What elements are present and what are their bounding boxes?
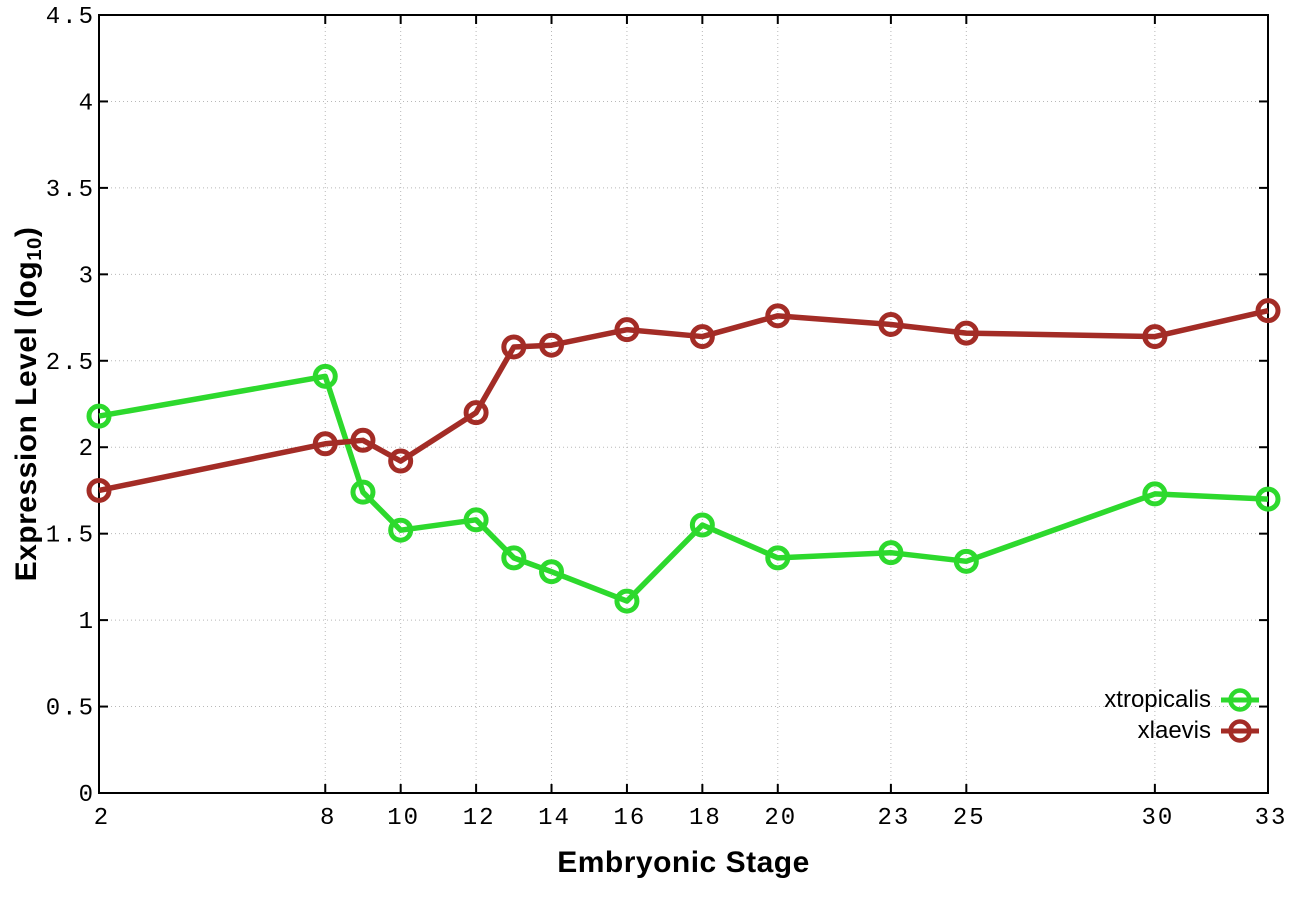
data-point-marker [878,540,904,566]
plot-border [98,14,1269,794]
data-point-marker [539,332,565,358]
x-tick-label: 10 [387,805,420,832]
data-point-marker [765,303,791,329]
data-point-marker [86,403,112,429]
y-axis-title-suffix: ) [10,226,43,238]
x-tick-label: 16 [614,805,647,832]
data-point-marker [953,320,979,346]
data-point-marker [1255,486,1281,512]
y-tick-label: 0 [79,782,95,809]
data-point-marker [539,559,565,585]
data-point-marker [312,363,338,389]
y-axis-title: Expression Level (log10) [10,226,47,582]
series-xtropicalis [86,363,1281,614]
y-tick-label: 4 [79,90,95,117]
data-point-marker [614,588,640,614]
x-tick-label: 8 [320,805,336,832]
y-tick-label: 2.5 [46,350,95,377]
data-point-marker [86,477,112,503]
data-point-marker [1255,298,1281,324]
series-marker-icon [1221,718,1259,743]
x-tick-label: 20 [764,805,797,832]
y-tick-label: 4.5 [46,4,95,31]
data-point-marker [765,545,791,571]
data-point-marker [350,427,376,453]
data-point-marker [312,431,338,457]
data-point-marker [1142,481,1168,507]
y-tick-label: 1.5 [46,523,95,550]
data-point-marker [689,324,715,350]
y-axis-title-subscript: 10 [24,237,47,261]
x-tick-label: 12 [463,805,496,832]
x-axis-title: Embryonic Stage [557,846,810,879]
tick-marks [98,14,1269,794]
y-axis-title-text: Expression Level (log [10,260,43,582]
data-point-marker [953,548,979,574]
x-tick-label: 23 [877,805,910,832]
data-point-marker [350,479,376,505]
data-point-marker [878,311,904,337]
series-line-xtropicalis [98,373,1269,604]
data-point-marker [463,507,489,533]
series-marker-icon [1221,687,1259,712]
data-point-marker [614,317,640,343]
y-tick-label: 1 [79,609,95,636]
data-point-marker [388,517,414,543]
x-tick-label: 14 [538,805,571,832]
legend-label: xlaevis [1137,716,1211,744]
x-tick-label: 18 [689,805,722,832]
y-tick-label: 3.5 [46,177,95,204]
x-tick-label: 25 [953,805,986,832]
legend-label: xtropicalis [1104,685,1211,713]
data-point-marker [501,545,527,571]
data-point-marker [388,448,414,474]
y-tick-label: 2 [79,436,95,463]
tick-labels: 2 8 10 12 14 16 18 20 23 25 30 33 0 0.5 1 1.5 2 2.5 3 3.5 4 4… [46,4,1288,832]
y-tick-label: 3 [79,263,95,290]
legend: xtropicalis xlaevis [1104,684,1260,746]
legend-row: xtropicalis [1104,684,1260,715]
data-point-marker [1142,324,1168,350]
x-tick-label: 2 [94,805,110,832]
x-tick-label: 33 [1255,805,1288,832]
data-point-marker [689,512,715,538]
y-tick-label: 0.5 [46,696,95,723]
data-point-marker [501,334,527,360]
gridlines [98,14,1269,794]
series-xlaevis [86,298,1281,503]
data-point-marker [463,400,489,426]
legend-row: xlaevis [1104,715,1260,746]
x-tick-label: 30 [1141,805,1174,832]
series-line-xlaevis [98,307,1269,494]
